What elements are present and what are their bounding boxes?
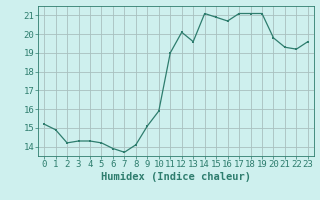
X-axis label: Humidex (Indice chaleur): Humidex (Indice chaleur) — [101, 172, 251, 182]
